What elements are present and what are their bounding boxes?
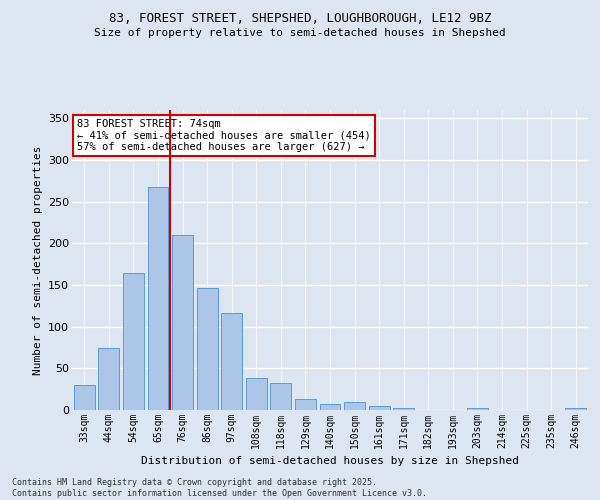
X-axis label: Distribution of semi-detached houses by size in Shepshed: Distribution of semi-detached houses by … [141, 456, 519, 466]
Y-axis label: Number of semi-detached properties: Number of semi-detached properties [32, 145, 43, 375]
Bar [295, 399, 316, 410]
Text: 83, FOREST STREET, SHEPSHED, LOUGHBOROUGH, LE12 9BZ: 83, FOREST STREET, SHEPSHED, LOUGHBOROUG… [109, 12, 491, 26]
Bar [197, 288, 218, 410]
Bar [271, 384, 292, 410]
Bar [246, 378, 267, 410]
Bar [565, 408, 586, 410]
Bar [467, 408, 488, 410]
Bar [172, 235, 193, 410]
Bar [98, 348, 119, 410]
Bar [344, 402, 365, 410]
Text: Size of property relative to semi-detached houses in Shepshed: Size of property relative to semi-detach… [94, 28, 506, 38]
Bar [221, 314, 242, 410]
Bar [368, 406, 389, 410]
Text: 83 FOREST STREET: 74sqm
← 41% of semi-detached houses are smaller (454)
57% of s: 83 FOREST STREET: 74sqm ← 41% of semi-de… [77, 119, 371, 152]
Bar [320, 404, 340, 410]
Text: Contains HM Land Registry data © Crown copyright and database right 2025.
Contai: Contains HM Land Registry data © Crown c… [12, 478, 427, 498]
Bar [123, 272, 144, 410]
Bar [393, 408, 414, 410]
Bar [148, 186, 169, 410]
Bar [74, 385, 95, 410]
